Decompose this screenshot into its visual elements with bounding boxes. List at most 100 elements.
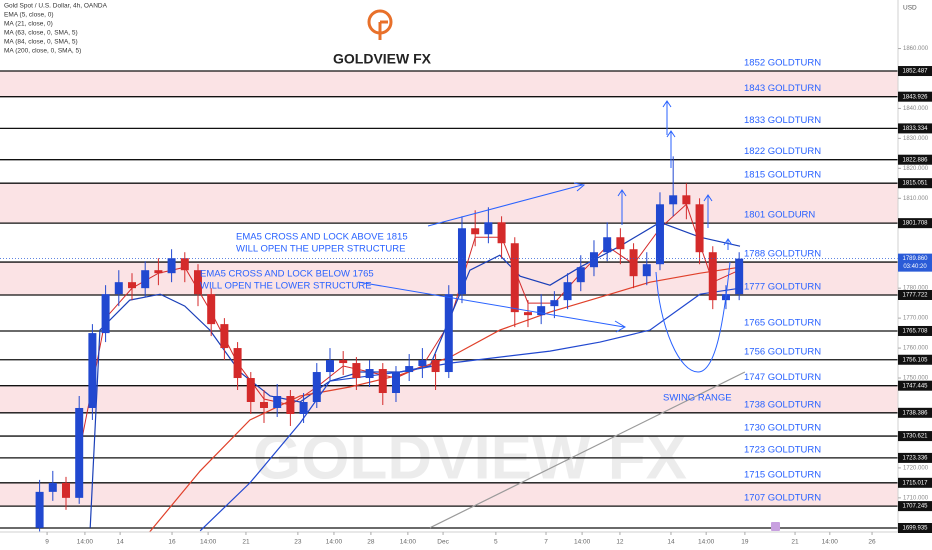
price-tag-label: 1715.017: [902, 480, 928, 486]
y-tick-label: 1840.000: [903, 106, 929, 112]
candle-body: [537, 306, 546, 316]
x-tick-label: 14:00: [326, 539, 343, 546]
price-tag: [898, 380, 932, 391]
candle-body: [167, 258, 176, 274]
swing-curve: [655, 261, 731, 373]
annotation: EMA5 CROSS AND LOCK ABOVE 1815: [236, 232, 408, 243]
price-tag-label: 1723.336: [902, 455, 928, 461]
x-tick-label: 14:00: [400, 539, 417, 546]
x-tick-label: 26: [868, 539, 876, 546]
x-tick-label: 14:00: [200, 539, 217, 546]
zone: [0, 71, 898, 97]
currency: USD: [903, 5, 917, 12]
candle-body: [220, 324, 229, 349]
price-tag: [898, 325, 932, 336]
y-tick-label: 1760.000: [903, 346, 929, 352]
candle-body: [114, 282, 123, 295]
candle-body: [629, 249, 638, 277]
candle-body: [510, 243, 519, 313]
price-tag-label: 1843.926: [902, 94, 928, 100]
trend-arrow: [427, 182, 586, 227]
legend-item: MA (84, close, 0, SMA, 5): [4, 39, 78, 46]
logo: GOLDVIEW FX: [333, 9, 432, 67]
x-tick-label: 14:00: [698, 539, 715, 546]
level-label: 1815 GOLDTURN: [744, 170, 821, 181]
price-tag: [898, 407, 932, 418]
price-tag-label: 1738.386: [902, 410, 928, 416]
candle-body: [325, 360, 334, 373]
level-label: 1707 GOLDTURN: [744, 493, 821, 504]
y-tick-label: 1720.000: [903, 465, 929, 471]
x-tick-label: 7: [544, 539, 548, 546]
level-label: 1756 GOLDTURN: [744, 346, 821, 357]
candle-body: [735, 258, 744, 295]
candle-body: [246, 378, 255, 402]
x-tick-label: 14:00: [77, 539, 94, 546]
plot: 1852 GOLDTURN 1843 GOLDTURN 1833 GOLDTURN 1…: [0, 58, 898, 533]
candle-body: [127, 282, 136, 289]
level-label: 1788 GOLDTURN: [744, 249, 821, 260]
x-tick-label: 21: [791, 539, 799, 546]
x-tick-label: 19: [741, 539, 749, 546]
x-tick-label: Dec: [437, 539, 449, 546]
candle-body: [405, 366, 414, 373]
price-tag-label: 1852.487: [902, 69, 928, 75]
level-label: 1843 GOLDTURN: [744, 83, 821, 94]
level-label: 1747 GOLDTURN: [744, 372, 821, 383]
annotation: WILL OPEN THE LOWER STRUCTURE: [200, 281, 372, 292]
y-tick-label: 1770.000: [903, 316, 929, 322]
candle-body: [471, 228, 480, 235]
zone: [0, 482, 898, 507]
candle-body: [642, 264, 651, 277]
candle-body: [259, 401, 268, 408]
level-label: 1777 GOLDTURN: [744, 282, 821, 293]
candle-body: [312, 372, 321, 402]
x-tick-label: 9: [45, 539, 49, 546]
candle-body: [576, 267, 585, 283]
price-tag: [898, 354, 932, 365]
price-tag: [898, 154, 932, 165]
x-tick-label: 14: [116, 539, 124, 546]
candle-body: [193, 270, 202, 295]
price-tag-label: 1801.708: [902, 221, 928, 227]
price-tag-label: 1833.334: [902, 126, 928, 132]
candle-body: [444, 294, 453, 373]
y-tick-label: 1820.000: [903, 166, 929, 172]
candle-body: [48, 482, 57, 492]
candle-body: [708, 252, 717, 301]
up-arrow: [666, 130, 676, 168]
x-tick-label: 23: [294, 539, 302, 546]
candle-body: [484, 222, 493, 235]
candle-body: [180, 258, 189, 271]
candle-body: [339, 360, 348, 364]
price-tag-label: 1730.621: [902, 434, 928, 440]
candle-body: [418, 360, 427, 367]
price-tag: [898, 123, 932, 134]
candle-body: [273, 396, 282, 408]
candle-body: [391, 372, 400, 394]
candle-body: [669, 195, 678, 205]
ma-line: [429, 371, 746, 529]
candle-body: [35, 491, 44, 528]
price-tag: [898, 452, 932, 463]
price-tag: [898, 91, 932, 102]
price-tag: [898, 218, 932, 229]
price-tag-label: 1699.935: [902, 526, 928, 532]
price-tag: [898, 66, 932, 77]
candle-body: [75, 407, 84, 498]
zones: [0, 71, 898, 507]
candle-body: [589, 252, 598, 268]
chart-title: Gold Spot / U.S. Dollar, 4h, OANDA: [4, 3, 108, 10]
y-tick-label: 1810.000: [903, 196, 929, 202]
y-tick-label: 1860.000: [903, 46, 929, 52]
annotation: SWING RANGE: [663, 393, 732, 404]
legend-item: EMA (5, close, 0): [4, 12, 54, 19]
up-arrow: [617, 189, 627, 225]
price-tag-label: 1822.886: [902, 157, 928, 163]
x-tick-label: 28: [367, 539, 375, 546]
candle-body: [682, 195, 691, 205]
y-tick-label: 1780.000: [903, 286, 929, 292]
price-tag-label: 1707.245: [902, 504, 928, 510]
price-tag-label: 1815.051: [902, 181, 928, 187]
x-tick-label: 21: [242, 539, 250, 546]
